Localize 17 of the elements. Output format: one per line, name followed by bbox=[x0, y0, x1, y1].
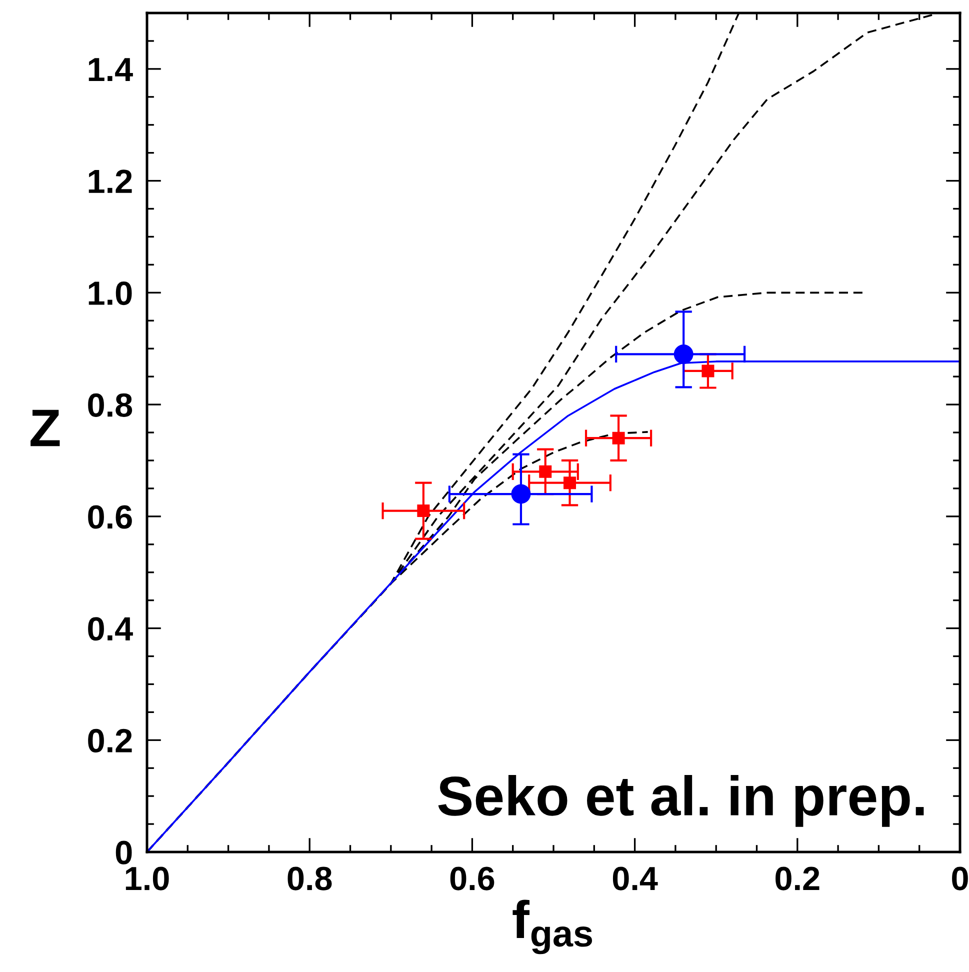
x-tick-label: 0.8 bbox=[288, 866, 332, 890]
y-axis-title: Z bbox=[30, 410, 60, 446]
x-axis-title: f$_{gas}$ bbox=[512, 900, 592, 954]
x-tick-label: 0.2 bbox=[776, 866, 820, 890]
x-tick-label: 0.6 bbox=[450, 866, 494, 890]
y-tick-label: 0 bbox=[116, 840, 132, 864]
y-tick-label: 0.4 bbox=[88, 617, 133, 641]
y-tick-label: 1.4 bbox=[88, 58, 133, 82]
x-tick-label: 1.0 bbox=[126, 866, 169, 890]
annotation: Seko et al. in prep. bbox=[438, 775, 924, 827]
y-tick-label: 1.0 bbox=[88, 281, 132, 306]
x-tick-label: 0.4 bbox=[612, 866, 658, 890]
y-tick-label: 1.2 bbox=[88, 170, 132, 193]
y-tick-label: 0.6 bbox=[88, 505, 132, 529]
y-tick-label: 0.8 bbox=[88, 393, 132, 417]
y-tick-label: 0.2 bbox=[88, 728, 132, 753]
x-tick-label: 0 bbox=[952, 866, 968, 890]
